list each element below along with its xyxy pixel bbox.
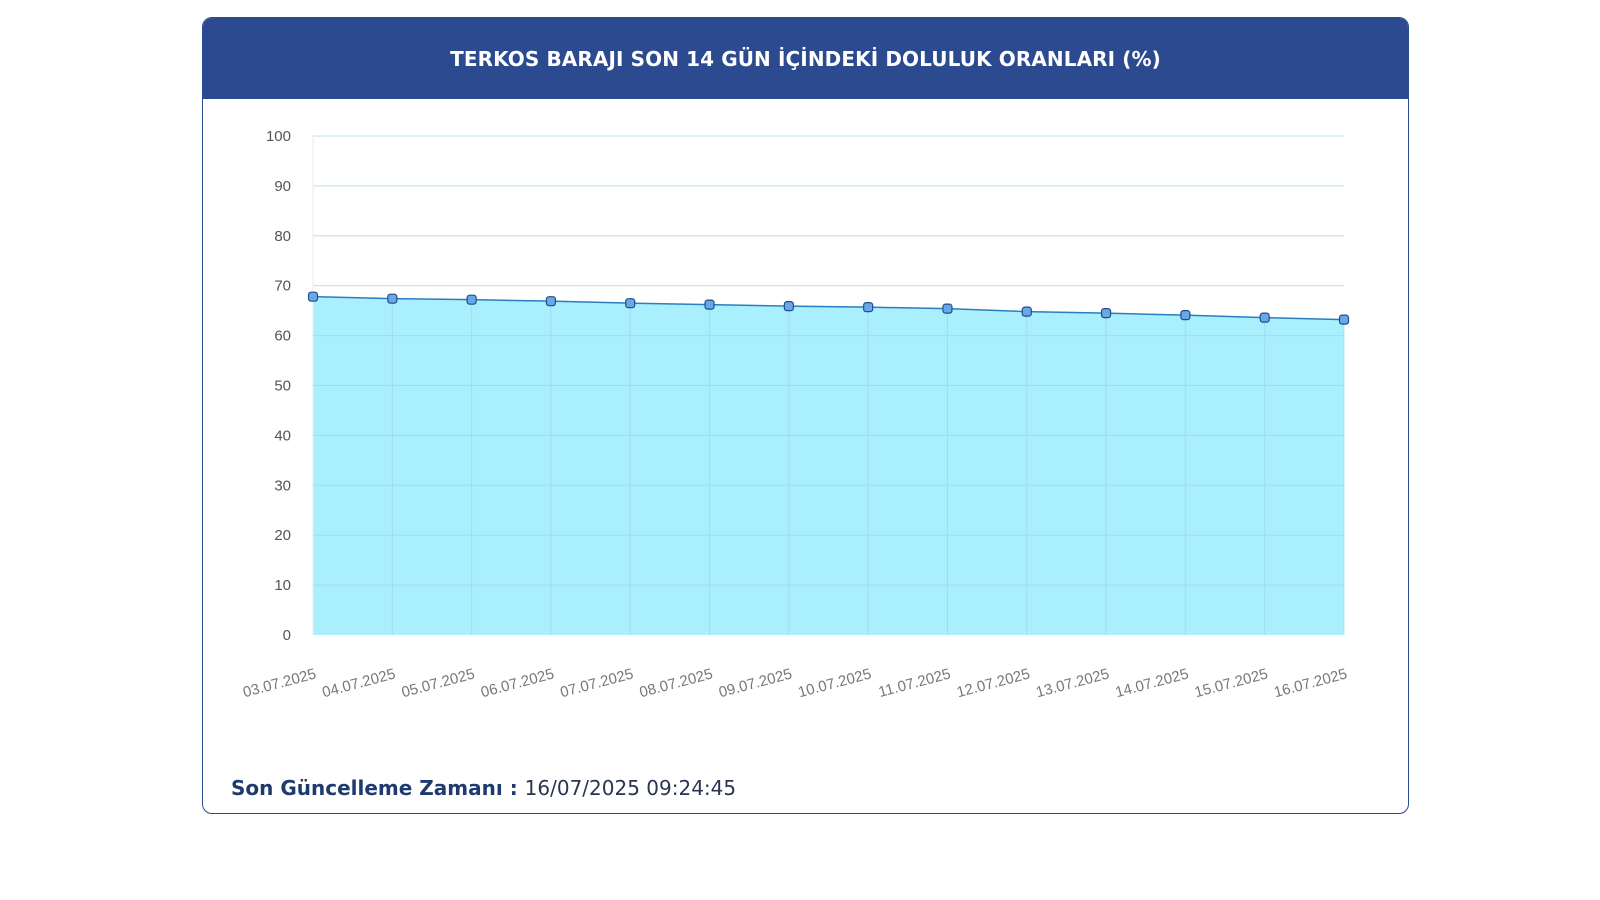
y-tick-label: 10 [274, 577, 291, 594]
x-tick-label: 07.07.2025 [558, 665, 635, 701]
data-point [545, 296, 557, 307]
y-tick-label: 70 [274, 278, 291, 295]
y-tick-label: 20 [274, 527, 291, 544]
x-tick-label: 14.07.2025 [1114, 665, 1191, 701]
y-tick-label: 40 [274, 427, 291, 444]
y-tick-label: 90 [274, 178, 291, 195]
data-point [1180, 310, 1191, 321]
data-point [625, 298, 636, 309]
data-point [863, 302, 874, 313]
y-tick-label: 30 [274, 477, 291, 494]
x-tick-label: 13.07.2025 [1034, 665, 1111, 701]
data-point [783, 301, 794, 312]
x-tick-label: 08.07.2025 [638, 665, 715, 701]
data-point [387, 293, 398, 304]
y-tick-label: 60 [274, 328, 291, 345]
y-tick-label: 100 [266, 128, 291, 145]
data-point [704, 299, 715, 310]
x-tick-label: 03.07.2025 [241, 665, 318, 701]
area-fill [313, 296, 1344, 635]
x-tick-label: 16.07.2025 [1272, 665, 1349, 701]
x-tick-label: 11.07.2025 [877, 665, 953, 701]
data-point [1100, 308, 1112, 319]
chart-svg: 0 10 20 30 40 50 60 70 80 90 100 03.07.2025 04.07.20… [241, 128, 1350, 701]
x-tick-label: 10.07.2025 [796, 665, 873, 701]
y-tick-label: 80 [274, 228, 291, 245]
last-update: Son Güncelleme Zamanı : 16/07/2025 09:24… [231, 776, 736, 800]
x-tick-label: 06.07.2025 [479, 665, 556, 701]
series-line [312, 295, 1345, 321]
last-update-label: Son Güncelleme Zamanı : [231, 776, 525, 800]
chart-title: TERKOS BARAJI SON 14 GÜN İÇİNDEKİ DOLULU… [203, 18, 1408, 99]
chart-card: TERKOS BARAJI SON 14 GÜN İÇİNDEKİ DOLULU… [202, 17, 1409, 814]
last-update-value: 16/07/2025 09:24:45 [524, 776, 737, 800]
x-tick-label: 15.07.2025 [1193, 665, 1270, 701]
y-tick-label: 50 [274, 378, 291, 395]
data-point [1338, 314, 1350, 325]
data-point [466, 294, 477, 305]
x-tick-label: 09.07.2025 [717, 665, 794, 701]
data-point [307, 291, 319, 302]
data-point [942, 303, 953, 314]
data-point [1259, 312, 1270, 323]
y-tick-label: 0 [283, 627, 291, 644]
data-point [1021, 306, 1032, 317]
x-tick-label: 05.07.2025 [400, 665, 477, 701]
x-tick-label: 04.07.2025 [320, 665, 397, 701]
x-tick-label: 12.07.2025 [955, 665, 1032, 701]
